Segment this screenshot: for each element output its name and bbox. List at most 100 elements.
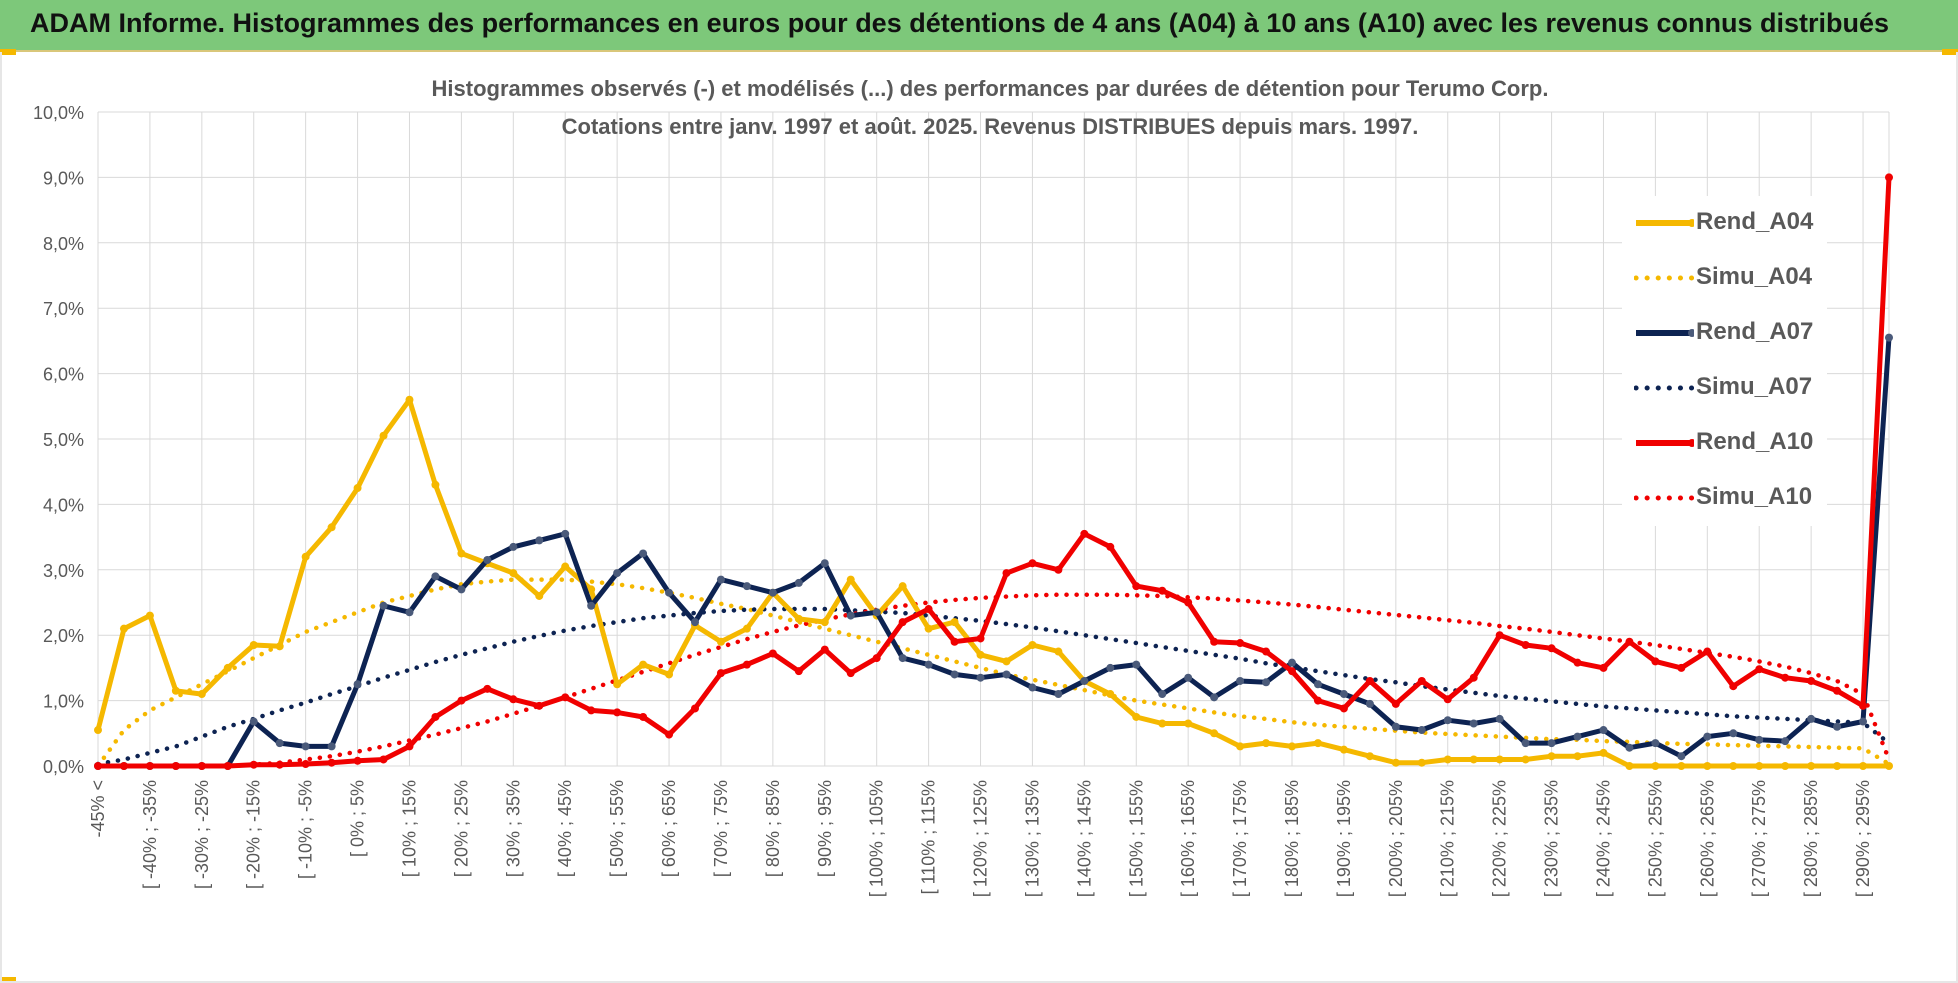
data-point-rend-a10 [94,762,102,770]
data-point-rend-a07 [1833,722,1842,731]
data-point-rend-a07 [924,660,933,669]
data-point-rend-a10 [1106,542,1115,551]
data-point-rend-a10 [1599,663,1608,672]
corner-accent-left [0,49,16,55]
data-point-rend-a04 [431,480,440,489]
data-point-rend-a04 [1443,755,1452,764]
data-point-rend-a07 [768,588,777,597]
data-point-rend-a10 [950,637,959,646]
data-point-rend-a07 [1288,658,1296,667]
data-point-rend-a07 [1262,678,1271,687]
data-point-rend-a07 [1755,735,1764,744]
x-tick-label: [ 140% ; 145% [1074,780,1094,897]
data-point-rend-a04 [1599,748,1608,757]
data-point-rend-a10 [924,605,933,614]
data-point-rend-a07 [1080,676,1089,685]
data-point-rend-a04 [1781,762,1790,770]
data-point-rend-a10 [1417,676,1426,685]
data-point-rend-a04 [1002,657,1011,666]
data-point-rend-a10 [1573,658,1582,667]
data-point-rend-a04 [1184,719,1193,728]
data-point-rend-a10 [691,704,699,713]
data-point-rend-a10 [1521,641,1530,650]
data-point-rend-a07 [1677,752,1686,761]
data-point-rend-a10 [1729,682,1738,691]
data-point-rend-a07 [1054,690,1063,699]
data-point-rend-a10 [327,758,336,767]
data-point-rend-a07 [1651,739,1660,748]
data-point-rend-a04 [327,523,336,532]
legend-swatch-simu-a10 [1634,495,1694,501]
data-point-rend-a10 [535,701,544,710]
data-point-rend-a07 [1210,693,1219,702]
x-tick-label: [ 290% ; 295% [1853,780,1873,897]
legend-swatch-rend-a07 [1636,329,1694,337]
y-tick-label: 2,0% [43,626,84,646]
legend-label: Rend_A10 [1696,428,1814,455]
data-point-rend-a07 [275,739,284,748]
legend-label: Simu_A07 [1696,373,1813,400]
legend-label: Simu_A10 [1696,483,1813,510]
y-tick-label: 1,0% [43,692,84,712]
series-layer [94,173,1893,770]
x-tick-label: [ 80% ; 85% [763,780,783,877]
data-point-rend-a07 [872,608,881,617]
data-point-rend-a07 [301,742,310,751]
data-point-rend-a10 [846,669,855,678]
data-point-rend-a10 [431,712,440,721]
data-point-rend-a10 [665,730,674,739]
data-point-rend-a07 [405,608,414,617]
data-point-rend-a07 [327,742,336,751]
legend: Rend_A04 Simu_A04 Rend_A07 Simu_A07 Rend… [1622,196,1827,526]
data-point-rend-a10 [716,669,725,678]
data-point-rend-a07 [1469,719,1478,728]
data-point-rend-a10 [1625,637,1634,646]
data-point-rend-a04 [405,395,414,404]
x-tick-label: [ 160% ; 165% [1178,780,1198,897]
x-tick-label: [ -20% ; -15% [244,780,264,889]
data-point-rend-a07 [976,673,985,682]
data-point-rend-a10 [898,618,907,627]
data-point-rend-a10 [1184,598,1193,607]
data-point-rend-a07 [1028,683,1037,692]
data-point-rend-a07 [1184,673,1193,682]
data-point-rend-a07 [639,549,648,558]
data-point-rend-a10 [1807,676,1816,685]
data-point-rend-a04 [275,642,284,651]
data-point-rend-a07 [613,569,622,578]
data-point-rend-a07 [1002,670,1011,679]
data-point-rend-a04 [950,618,959,627]
data-point-rend-a04 [1573,752,1582,761]
data-point-rend-a07 [535,536,544,545]
data-point-rend-a07 [1703,732,1712,741]
series-line-rend-a04 [95,397,1889,769]
legend-swatch-rend-a10 [1636,439,1694,447]
data-point-rend-a10 [353,756,362,765]
data-point-rend-a04 [1158,719,1167,728]
data-point-rend-a04 [1262,739,1271,748]
data-point-rend-a07 [846,611,855,620]
data-point-rend-a04 [1651,762,1660,770]
data-point-rend-a10 [561,693,570,702]
x-tick-label: [ 120% ; 125% [971,780,991,897]
x-tick-label: -45% < [88,780,108,838]
corner-accent-bottom-left [0,977,16,983]
data-point-rend-a10 [1547,644,1556,653]
x-tick-label: [ 40% ; 45% [555,780,575,877]
data-point-rend-a04 [197,690,206,699]
data-point-rend-a04 [846,575,855,584]
data-point-rend-a04 [794,614,803,623]
x-tick-label: [ 0% ; 5% [348,780,368,857]
histogram-chart: Histogrammes observés (-) et modélisés (… [33,76,1893,897]
x-tick-label: [ -30% ; -25% [192,780,212,889]
x-tick-label: [ 30% ; 35% [503,780,523,877]
data-point-rend-a10 [1469,673,1478,682]
y-tick-label: 3,0% [43,561,84,581]
data-point-rend-a04 [1807,762,1816,770]
data-point-rend-a04 [1210,729,1219,738]
data-point-rend-a10 [1236,639,1245,648]
data-point-rend-a10 [249,760,258,769]
data-point-rend-a07 [742,582,751,591]
data-point-rend-a10 [1313,696,1322,705]
data-point-rend-a04 [1288,742,1296,751]
